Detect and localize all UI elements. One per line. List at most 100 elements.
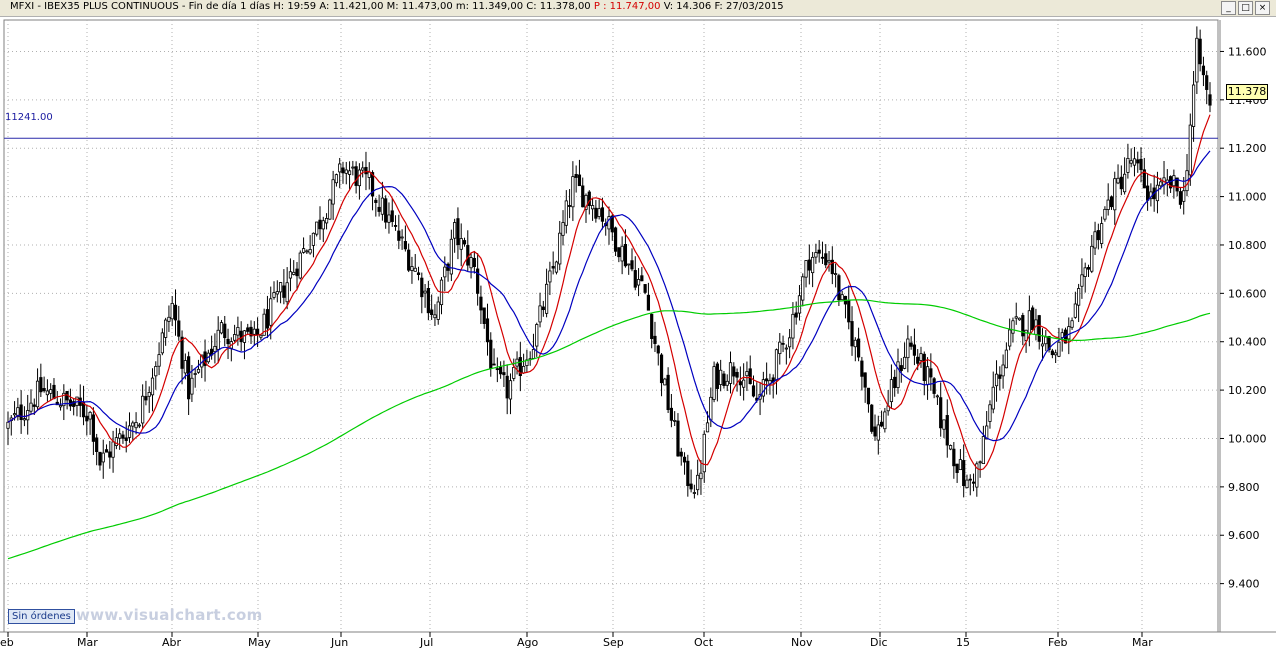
candle-body: [124, 437, 128, 441]
candle-body: [187, 356, 191, 400]
candle-body: [1142, 169, 1146, 189]
candle-body: [643, 284, 647, 293]
candle-body: [1037, 315, 1041, 342]
candle-body: [393, 225, 398, 227]
candle-body: [932, 378, 936, 394]
candle-body: [252, 328, 256, 335]
x-tick-label: Sep: [603, 636, 624, 649]
candle-body: [255, 328, 260, 336]
candle-body: [686, 460, 690, 487]
candle-body: [374, 199, 378, 203]
candle-body: [571, 176, 575, 208]
candle-body: [216, 329, 220, 350]
candle-body: [150, 377, 155, 396]
candle-body: [1054, 352, 1058, 356]
price-chart[interactable]: 9.400 9.600 9.800 10.000 10.200 10.400 10.600 1…: [0, 17, 1276, 649]
candle-body: [659, 354, 664, 384]
x-tick-label: Feb: [1048, 636, 1067, 649]
candle-body: [735, 371, 739, 378]
candle-body: [449, 238, 453, 275]
candle-body: [663, 378, 667, 386]
y-tick-label: 10.000: [1228, 432, 1267, 445]
candle-body: [590, 205, 595, 210]
title-prefix: MFXI - IBEX35 PLUS CONTINUOUS - Fin de d…: [10, 1, 591, 12]
candle-body: [650, 314, 654, 339]
close-button[interactable]: ×: [1255, 1, 1270, 15]
candle-body: [929, 368, 933, 378]
candle-body: [1080, 274, 1084, 287]
candle-body: [564, 200, 568, 226]
candle-body: [794, 312, 798, 318]
candle-body: [318, 219, 322, 230]
candle-body: [239, 330, 243, 343]
candle-body: [42, 388, 46, 392]
candle-body: [738, 381, 742, 386]
candle-body: [850, 321, 854, 347]
candle-body: [574, 174, 578, 178]
candle-body: [751, 385, 756, 397]
candle-body: [722, 373, 726, 386]
ma-slow-line: [7, 299, 1211, 560]
candle-body: [377, 206, 381, 212]
candle-body: [820, 256, 825, 259]
candle-body: [144, 396, 148, 401]
candle-body: [610, 215, 614, 233]
candle-body: [1146, 185, 1150, 201]
candle-body: [344, 169, 348, 174]
candle-body: [1044, 336, 1048, 345]
candle-body: [334, 174, 339, 184]
title-bar[interactable]: MFXI - IBEX35 PLUS CONTINUOUS - Fin de d…: [0, 0, 1276, 17]
candle-body: [351, 166, 355, 169]
candle-body: [423, 290, 427, 294]
candle-body: [824, 253, 828, 266]
candle-body: [778, 341, 782, 355]
candle-body: [577, 174, 582, 187]
candle-body: [879, 421, 884, 427]
candle-body: [426, 288, 430, 314]
candle-body: [456, 218, 460, 246]
candle-body: [1017, 317, 1022, 321]
candle-body: [45, 390, 50, 396]
candle-body: [916, 356, 920, 364]
y-tick-label: 10.800: [1228, 239, 1267, 252]
candle-body: [459, 238, 463, 250]
candle-body: [653, 335, 657, 344]
candle-body: [111, 441, 115, 458]
x-tick-label: Nov: [791, 636, 813, 649]
candle-body: [902, 356, 907, 369]
candle-body: [991, 386, 995, 410]
candle-body: [1024, 329, 1028, 341]
candle-body: [673, 419, 677, 422]
candle-body: [899, 365, 903, 371]
candle-body: [324, 218, 329, 224]
maximize-button[interactable]: □: [1238, 1, 1253, 15]
candle-body: [669, 407, 673, 421]
candle-body: [567, 205, 572, 207]
candle-body: [49, 389, 53, 394]
candle-body: [400, 236, 404, 239]
candle-body: [518, 357, 522, 376]
candle-body: [104, 449, 109, 453]
candle-body: [137, 424, 141, 427]
candle-body: [298, 252, 302, 279]
y-tick-label: 11.200: [1228, 142, 1267, 155]
candle-body: [988, 404, 992, 422]
candle-body: [341, 167, 345, 174]
minimize-button[interactable]: _: [1221, 1, 1236, 15]
candle-body: [692, 492, 696, 494]
candle-body: [436, 301, 440, 320]
candle-body: [939, 397, 943, 429]
title-text: MFXI - IBEX35 PLUS CONTINUOUS - Fin de d…: [10, 1, 784, 12]
candle-body: [620, 245, 624, 262]
candle-body: [88, 411, 92, 420]
candle-body: [922, 353, 926, 382]
candle-body: [531, 349, 536, 359]
candle-body: [1011, 320, 1015, 334]
candle-body: [275, 291, 279, 295]
candle-body: [108, 451, 112, 458]
candle-body: [416, 272, 421, 276]
orders-status-badge[interactable]: Sin órdenes: [8, 609, 75, 624]
candle-body: [347, 170, 352, 175]
candle-body: [321, 220, 325, 230]
candle-body: [193, 373, 197, 375]
